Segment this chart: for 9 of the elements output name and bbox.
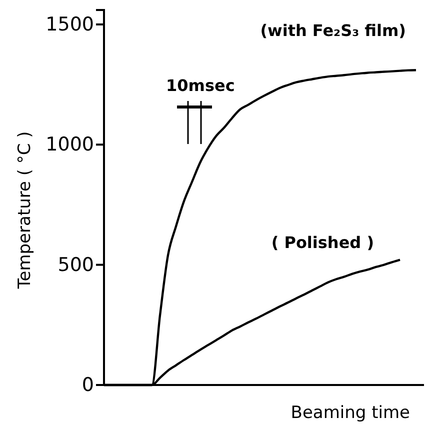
series-label: (with Fe₂S₃ film): [260, 21, 406, 40]
y-tick-label: 0: [82, 374, 94, 396]
annotation: 10msec: [166, 76, 235, 95]
y-axis-title: Temperature ( °C ): [15, 131, 35, 290]
y-tick-label: 1500: [46, 14, 94, 36]
x-axis-title: Beaming time: [290, 403, 410, 423]
series-label: ( Polished ): [271, 232, 374, 252]
y-tick-label: 500: [58, 254, 94, 276]
y-tick-label: 1000: [46, 134, 94, 156]
